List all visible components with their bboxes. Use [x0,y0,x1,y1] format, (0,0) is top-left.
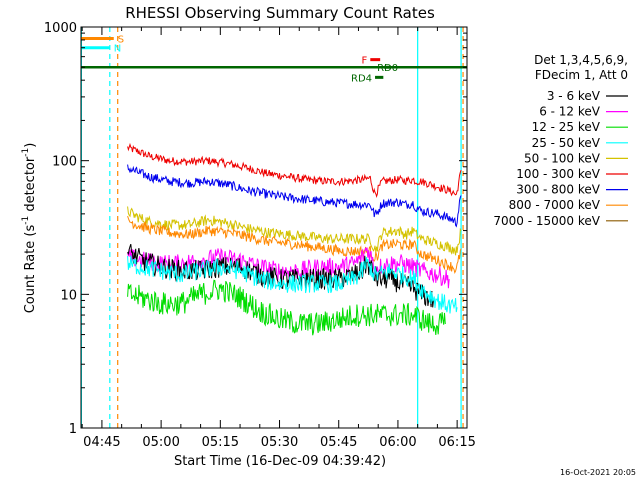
legend-entry-label: 100 - 300 keV [516,167,600,181]
plot-frame [80,26,468,429]
legend-entry-label: 6 - 12 keV [539,105,601,119]
legend-entry-label: 25 - 50 keV [532,136,601,150]
x-axis-label: Start Time (16-Dec-09 04:39:42) [174,454,386,469]
y-axis-label-exp-1: -1 [21,216,31,225]
y-tick-label: 10 [60,288,77,303]
y-axis-label-part-3: ) [23,143,38,148]
x-axis: 04:45 05:00 05:15 05:30 05:45 06:00 06:15 [81,27,476,450]
y-tick-label: 1000 [44,21,77,36]
series-line-50-100keV [127,206,462,256]
series-line-6-12keV [127,247,450,289]
series-line-25-50keV [127,255,458,314]
legend-entry-label: 12 - 25 keV [532,120,601,134]
y-tick-label: 1 [69,422,77,437]
plot-area [81,27,467,428]
legend-entry-label: 300 - 800 keV [516,183,600,197]
legend-header-line-2: FDecim 1, Att 0 [535,68,628,82]
y-axis: 1 10 100 1000 [44,21,467,437]
x-tick-label: 05:00 [142,435,179,450]
x-tick-label: 05:45 [320,435,357,450]
y-tick-label: 100 [52,155,77,170]
series-line-800-7000keV [127,215,462,275]
y-axis-label-exp-2: -1 [21,148,31,157]
chart-title: RHESSI Observing Summary Count Rates [125,4,435,22]
legend: Det 1,3,4,5,6,9, FDecim 1, Att 0 3 - 6 k… [493,53,628,228]
series-line-300-800keV [127,164,462,228]
flag-label: RD4 [351,73,372,84]
y-axis-label-part-1: Count Rate (s [23,225,38,314]
timestamp: 16-Oct-2021 20:05 [560,468,636,477]
legend-header-line-1: Det 1,3,4,5,6,9, [534,53,628,67]
flag-label: RD0 [377,63,398,74]
legend-entry-label: 50 - 100 keV [524,151,601,165]
x-tick-label: 05:15 [202,435,239,450]
x-tick-label: 04:45 [83,435,120,450]
series-line-3-6keV [127,243,434,308]
x-tick-label: 06:15 [438,435,475,450]
flag-label: N [114,44,121,55]
flag-label: F [362,56,368,67]
series-line-12-25keV [127,279,446,336]
legend-entry-label: 800 - 7000 keV [509,198,601,212]
flag-label: S [118,35,124,46]
x-tick-label: 06:00 [379,435,416,450]
y-axis-label-part-2: detector [23,156,38,216]
series-line-100-300keV [127,142,462,198]
x-tick-label: 05:30 [261,435,298,450]
legend-entry-label: 7000 - 15000 keV [493,214,600,228]
y-axis-label: Count Rate (s-1 detector-1) [21,143,38,314]
legend-entry-label: 3 - 6 keV [547,89,601,103]
